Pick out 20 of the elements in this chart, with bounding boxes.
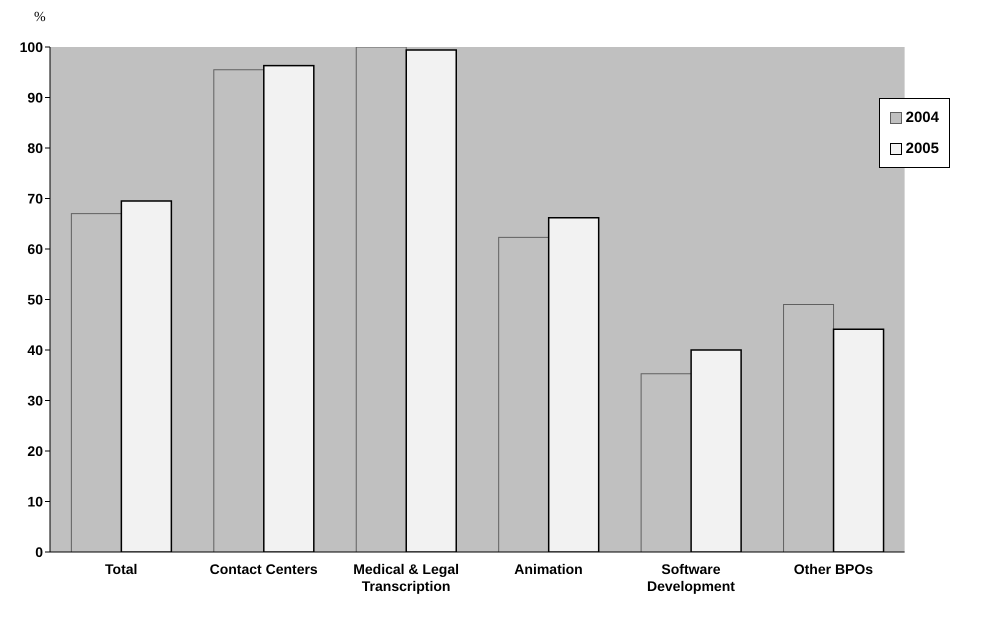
x-tick-label: Software Development: [647, 561, 736, 594]
y-tick-label: 80: [27, 140, 44, 156]
y-tick-label: 10: [27, 493, 44, 510]
y-tick-label: 50: [27, 291, 44, 308]
y-tick-label: 60: [27, 240, 44, 257]
x-tick-label: Animation: [514, 561, 583, 577]
y-tick-label: 40: [27, 342, 44, 358]
x-tick-label: Other BPOs: [794, 561, 874, 577]
y-tick-label: 20: [27, 442, 44, 459]
y-tick-label: 90: [27, 89, 44, 106]
x-tick-label: Total: [105, 561, 138, 577]
legend-label: 2004: [906, 109, 939, 126]
x-tick-label: Medical & Legal Transcription: [353, 561, 459, 594]
legend-label: 2005: [906, 140, 939, 157]
y-tick-label: 70: [27, 190, 44, 206]
y-tick-label: 100: [20, 38, 44, 55]
y-tick-label: 30: [27, 392, 44, 408]
x-tick-label: Contact Centers: [210, 561, 318, 577]
y-tick-label: 0: [35, 544, 44, 560]
y-axis-title: %: [34, 10, 46, 26]
